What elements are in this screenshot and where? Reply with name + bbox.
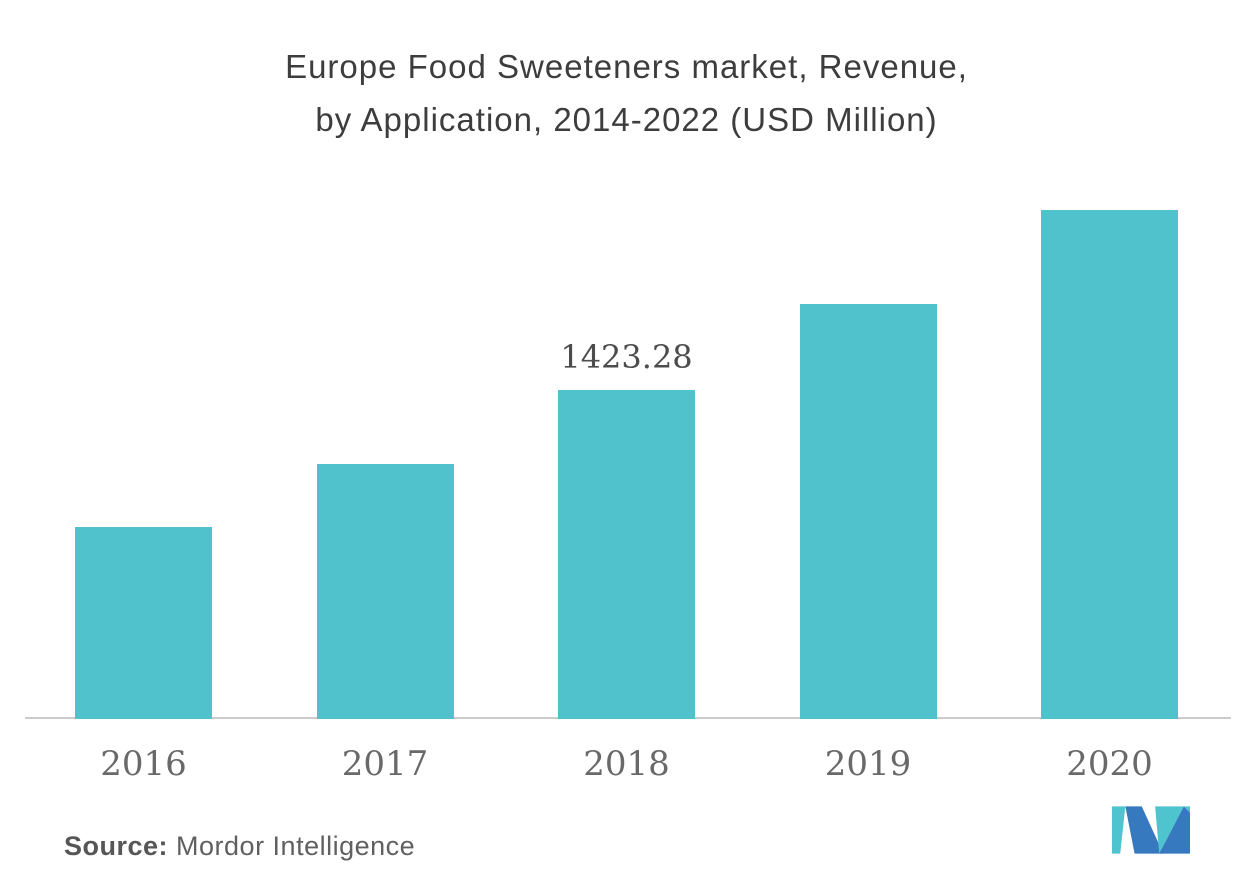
source-note: Source: Mordor Intelligence [64, 831, 415, 862]
chart-title-line1: Europe Food Sweeteners market, Revenue, [285, 48, 968, 85]
logo-right-teal-triangle [1155, 806, 1184, 854]
bar-2017 [316, 464, 454, 719]
source-label: Source: [64, 831, 169, 861]
bar-2020 [1041, 210, 1178, 719]
x-tick-label-2020: 2020 [1066, 744, 1153, 784]
source-text: Mordor Intelligence [168, 831, 416, 861]
bar-2018 [558, 390, 695, 719]
x-tick-label-2019: 2019 [824, 744, 912, 784]
logo-right-blue-shape [1159, 806, 1190, 854]
chart-title: Europe Food Sweeteners market, Revenue, … [0, 40, 1253, 146]
bar-2016 [75, 527, 212, 719]
chart-title-line2: by Application, 2014-2022 (USD Million) [315, 101, 938, 138]
logo-left-teal-shape [1112, 806, 1126, 854]
bar-2019 [799, 304, 937, 719]
logo-left-blue-band [1125, 806, 1164, 854]
data-label-2018: 1423.28 [560, 338, 693, 376]
x-tick-label-2017: 2017 [341, 744, 429, 784]
mordor-intelligence-logo [1112, 806, 1190, 854]
x-tick-label-2018: 2018 [583, 744, 670, 784]
x-tick-label-2016: 2016 [100, 744, 187, 784]
